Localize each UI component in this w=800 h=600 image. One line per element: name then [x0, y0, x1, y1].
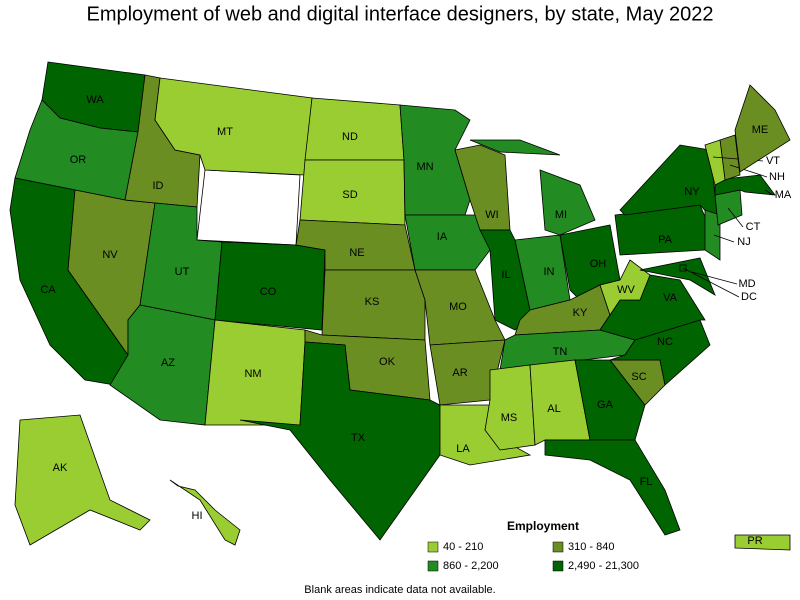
- legend-title: Employment: [507, 519, 579, 533]
- legend-label: 2,490 - 21,300: [568, 560, 639, 572]
- state: [169, 479, 241, 546]
- states: WA OR CA NV ID MT UT AZ CO NM ND SD NE KS OK TX MN IA MO AR…: [9, 61, 792, 551]
- state-label: DC: [741, 291, 757, 303]
- state-label: OR: [70, 154, 87, 166]
- state: [704, 209, 721, 261]
- state: [599, 259, 651, 316]
- state-label: NJ: [737, 236, 750, 248]
- state: [704, 139, 726, 186]
- leader-line: [764, 189, 774, 196]
- state: [714, 189, 743, 226]
- legend-label: 40 - 210: [443, 541, 483, 553]
- state-label: WI: [485, 209, 498, 221]
- leader-line: [691, 271, 738, 285]
- state-label: AL: [547, 403, 560, 415]
- state: [469, 139, 561, 156]
- state-label: HI: [192, 510, 203, 522]
- state: [734, 84, 791, 173]
- state: [214, 241, 326, 331]
- legend-swatch: [552, 541, 564, 553]
- state-label: NE: [349, 247, 364, 259]
- state-label: NC: [657, 336, 673, 348]
- state: [304, 97, 405, 161]
- state-label: UT: [175, 266, 190, 278]
- state-label: NY: [684, 186, 700, 198]
- state-label: MA: [775, 189, 792, 201]
- state-label: IL: [501, 269, 510, 281]
- state: [484, 364, 536, 451]
- state-label: CA: [40, 284, 56, 296]
- state: [404, 214, 491, 271]
- state-label: MT: [217, 126, 233, 138]
- state-label: MO: [449, 301, 467, 313]
- state-label: MI: [555, 209, 567, 221]
- footnote: Blank areas indicate data not available.: [304, 584, 495, 596]
- state-label: AZ: [161, 357, 175, 369]
- state: [639, 257, 716, 296]
- state-label: AK: [53, 462, 68, 474]
- state-no-data: [196, 169, 301, 246]
- state-label: MN: [416, 161, 433, 173]
- state-label: IN: [544, 266, 555, 278]
- state-label: WV: [617, 284, 635, 296]
- state-label: OH: [590, 258, 607, 270]
- state-label: VT: [766, 155, 780, 167]
- state: [239, 341, 441, 541]
- state: [734, 534, 791, 551]
- state-label: SD: [342, 189, 357, 201]
- state-label: KY: [573, 307, 588, 319]
- state-label: LA: [456, 443, 470, 455]
- leader-line: [682, 267, 740, 298]
- legend-label: 860 - 2,200: [443, 560, 499, 572]
- state-label: MD: [738, 278, 755, 290]
- state-label: ME: [752, 124, 769, 136]
- state-label: PR: [747, 535, 762, 547]
- state-label: IA: [437, 231, 448, 243]
- legend-swatch: [427, 560, 439, 572]
- state-label: CO: [260, 286, 277, 298]
- legend: 40 - 210 310 - 840 860 - 2,200 2,490 - 21,3…: [427, 541, 639, 572]
- state-label: CT: [746, 221, 761, 233]
- legend-swatch: [427, 541, 439, 553]
- state-label: PA: [658, 234, 673, 246]
- legend-label: 310 - 840: [568, 541, 614, 553]
- state-label: NM: [244, 368, 261, 380]
- state-label: SC: [631, 371, 646, 383]
- state: [14, 414, 151, 546]
- state-label: GA: [597, 399, 614, 411]
- state-label: ND: [342, 131, 358, 143]
- state: [539, 169, 596, 236]
- state-label: OK: [379, 356, 396, 368]
- state-label: TX: [351, 432, 366, 444]
- map-title: Employment of web and digital interface …: [86, 3, 713, 25]
- state: [544, 439, 681, 536]
- leader-line: [729, 164, 768, 178]
- legend-swatch: [552, 560, 564, 572]
- state-label: NV: [102, 249, 118, 261]
- state-label: KS: [365, 296, 380, 308]
- state: [321, 269, 426, 341]
- state-label: FL: [640, 476, 653, 488]
- state-label: ID: [153, 180, 164, 192]
- state-label: TN: [553, 346, 568, 358]
- state-label: AR: [452, 367, 467, 379]
- state: [574, 359, 646, 441]
- leader-line: [713, 234, 735, 243]
- leader-line: [727, 207, 744, 228]
- state-label: NH: [769, 171, 785, 183]
- state-label: MS: [501, 412, 518, 424]
- state-label: VA: [663, 292, 678, 304]
- state-label: WA: [86, 94, 104, 106]
